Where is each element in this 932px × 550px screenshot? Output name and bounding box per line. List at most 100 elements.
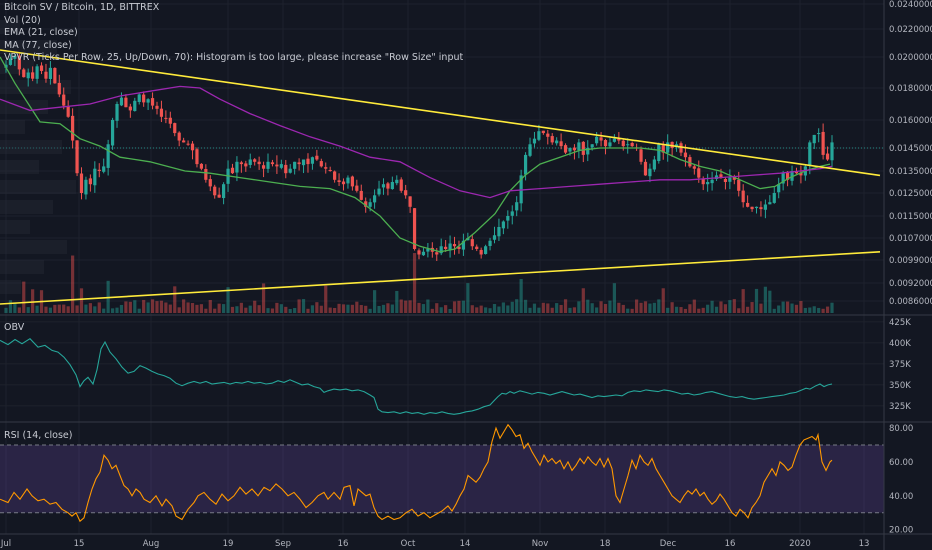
vol-indicator-label[interactable]: Vol (20) [4, 14, 41, 26]
volume-bar [22, 281, 26, 313]
volume-bar [337, 303, 341, 313]
candle-body [768, 202, 772, 205]
volume-bar [572, 307, 577, 313]
candle-body [652, 159, 656, 170]
candle-body [48, 67, 53, 79]
volume-bar [270, 308, 275, 313]
volume-bar [26, 307, 30, 313]
volume-bar [710, 300, 714, 313]
time-axis-label: Dec [660, 539, 677, 549]
volume-bar [590, 303, 594, 313]
candle-body [84, 179, 88, 195]
obv-axis-label: 350K [889, 381, 911, 391]
price-axis-label: 0.02000000 [889, 53, 932, 63]
volume-bar [595, 307, 599, 313]
volume-bar [142, 299, 146, 313]
candle-body [106, 144, 110, 168]
candle-body [337, 180, 341, 182]
candle-body [746, 202, 750, 207]
volume-bar [226, 287, 230, 313]
candle-body [532, 138, 537, 144]
volume-bar [581, 288, 585, 313]
volume-bar [390, 304, 394, 313]
time-axis-label: 13 [859, 539, 870, 549]
volume-bar [293, 308, 297, 313]
volume-bar [670, 302, 674, 313]
volume-bar [470, 305, 474, 313]
vpvr-bar [0, 160, 39, 174]
volume-bar [479, 305, 483, 313]
obv-label[interactable]: OBV [4, 322, 25, 333]
candle-body [13, 55, 17, 59]
candle-body [399, 179, 403, 191]
candle-body [39, 65, 44, 71]
volume-bar [301, 299, 306, 313]
volume-bar [48, 307, 53, 313]
volume-bar [159, 300, 164, 313]
rsi-pane [0, 423, 884, 523]
volume-bar [657, 299, 661, 313]
candle-body [395, 179, 399, 184]
volume-bar [803, 307, 807, 313]
candle-body [328, 169, 332, 171]
volume-bar [66, 306, 70, 313]
volume-bar [310, 305, 315, 313]
ma-indicator-label[interactable]: MA (77, close) [4, 39, 72, 51]
price-axis[interactable]: 0.02400000 0.02200000 0.02000000 0.01800000… [889, 0, 932, 536]
volume-bar [31, 289, 35, 313]
candle-body [404, 190, 408, 196]
volume-bar [692, 299, 696, 313]
candle-body [248, 159, 252, 165]
candle-body [506, 216, 510, 221]
candle-body [448, 243, 452, 250]
candle-body [439, 246, 443, 254]
volume-bar [781, 301, 785, 313]
candle-body [488, 240, 492, 246]
volume-bar [697, 308, 701, 313]
candle-body [159, 108, 164, 117]
volume-bar [546, 303, 550, 313]
volume-bar [17, 307, 21, 313]
candle-body [737, 179, 741, 191]
candle-body [257, 161, 261, 165]
volume-bar [315, 302, 319, 313]
candle-body [261, 165, 266, 169]
candle-body [350, 176, 354, 187]
volume-bar [746, 306, 750, 313]
candle-body [603, 140, 608, 147]
ema-indicator-label[interactable]: EMA (21, close) [4, 27, 78, 39]
time-axis[interactable]: Jul 15 Aug 19 Sep 16 Oct 14 Nov 18 Dec 16 2020 13 [0, 539, 869, 549]
candle-body [133, 100, 137, 112]
indicator-overlays [0, 49, 881, 305]
volume-bar [190, 303, 195, 313]
candle-body [692, 166, 696, 169]
candle-body [333, 171, 337, 180]
candle-body [142, 94, 146, 103]
volume-bar [830, 302, 834, 313]
volume-bar [333, 307, 337, 313]
volume-bar [759, 303, 763, 313]
candle-body [315, 155, 319, 160]
volume-bar [648, 303, 652, 313]
volume-bar [110, 308, 115, 313]
volume-bar [630, 308, 634, 313]
candle-body [177, 132, 181, 141]
candle-body [17, 55, 21, 70]
candle-body [102, 166, 106, 172]
candle-body [346, 177, 350, 184]
vpvr-indicator-label[interactable]: VPVR (Ticks Per Row, 25, Up/Down, 70): H… [4, 52, 464, 64]
symbol-title[interactable]: Bitcoin SV / Bitcoin, 1D, BITTREX [4, 2, 160, 13]
rsi-label[interactable]: RSI (14, close) [4, 430, 73, 441]
volume-bar [253, 300, 257, 313]
candlesticks[interactable] [4, 53, 834, 261]
volume-bar [395, 290, 399, 313]
candle-body [612, 138, 616, 142]
volume-bar [532, 303, 537, 313]
volume-bar [563, 299, 568, 313]
volume-bar [399, 299, 403, 313]
candle-body [164, 117, 168, 119]
volume-bar [652, 302, 656, 313]
candle-body [115, 104, 119, 121]
